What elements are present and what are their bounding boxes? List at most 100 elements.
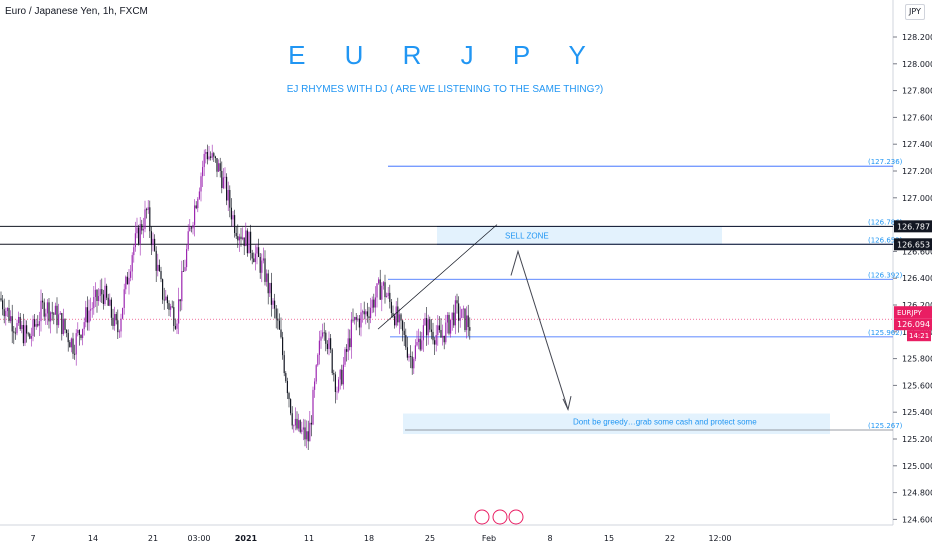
candle-body bbox=[136, 227, 138, 234]
candle-body bbox=[101, 289, 103, 295]
candle-body bbox=[2, 300, 4, 310]
candle-body bbox=[59, 313, 61, 315]
candle-body bbox=[197, 198, 199, 209]
currency-badge[interactable]: JPY bbox=[905, 4, 925, 20]
candle-body bbox=[6, 308, 8, 312]
level-label: (127.236) bbox=[868, 158, 903, 166]
candle-body bbox=[325, 332, 327, 344]
candle-body bbox=[192, 224, 194, 229]
candle-body bbox=[242, 237, 244, 240]
candle-body bbox=[360, 312, 362, 328]
y-tick-label: 125.800 bbox=[902, 355, 932, 364]
candle-body bbox=[285, 373, 287, 382]
candle-body bbox=[427, 319, 429, 336]
candle-body bbox=[328, 338, 330, 350]
candle-body bbox=[53, 313, 55, 315]
candle-body bbox=[219, 163, 221, 171]
candle-body bbox=[243, 237, 245, 247]
candle-body bbox=[166, 296, 168, 304]
candle-body bbox=[446, 314, 448, 323]
candle-body bbox=[102, 294, 104, 305]
candle-body bbox=[11, 316, 13, 332]
candle-body bbox=[24, 325, 26, 344]
black-level-tag bbox=[894, 238, 932, 251]
sell-zone-box bbox=[437, 226, 722, 245]
candle-body bbox=[202, 167, 204, 177]
candle-body bbox=[315, 365, 317, 382]
y-tick-label: 127.400 bbox=[902, 140, 932, 149]
candle-body bbox=[259, 256, 261, 273]
candle-body bbox=[58, 314, 60, 326]
candle-body bbox=[14, 332, 16, 334]
y-tick-label: 125.200 bbox=[902, 435, 932, 444]
candle-body bbox=[67, 333, 69, 343]
candle-body bbox=[357, 318, 359, 320]
candle-body bbox=[344, 349, 346, 365]
candle-body bbox=[461, 309, 463, 318]
countdown-tag-label: 14:21 bbox=[909, 332, 929, 340]
candle-body bbox=[387, 292, 389, 296]
candle-body bbox=[347, 338, 349, 352]
candle-body bbox=[158, 264, 160, 271]
candle-body bbox=[66, 329, 68, 334]
candle-body bbox=[352, 319, 354, 321]
candle-body bbox=[51, 312, 53, 314]
candle-body bbox=[390, 301, 392, 314]
candle-body bbox=[173, 307, 175, 326]
candle-body bbox=[432, 331, 434, 341]
candle-body bbox=[70, 338, 72, 348]
y-tick-label: 126.400 bbox=[902, 274, 932, 283]
candle-body bbox=[330, 338, 332, 350]
candle-body bbox=[333, 373, 335, 375]
candle-body bbox=[88, 310, 90, 323]
candle-body bbox=[384, 282, 386, 298]
x-tick-label: 2021 bbox=[235, 534, 258, 543]
candle-body bbox=[110, 299, 112, 318]
candle-body bbox=[253, 258, 255, 263]
candle-body bbox=[74, 353, 76, 355]
x-tick-label: 03:00 bbox=[187, 534, 210, 543]
candle-body bbox=[107, 297, 109, 306]
candle-body bbox=[346, 349, 348, 352]
candle-body bbox=[171, 306, 173, 308]
candle-body bbox=[453, 312, 455, 326]
black-level-tag bbox=[894, 220, 932, 233]
symbol-label[interactable]: Euro / Japanese Yen, 1h, FXCM bbox=[5, 6, 148, 17]
candle-body bbox=[341, 369, 343, 385]
candle-body bbox=[210, 156, 212, 158]
candle-body bbox=[130, 271, 132, 278]
candle-body bbox=[213, 153, 215, 157]
candle-body bbox=[366, 311, 368, 317]
candle-body bbox=[318, 340, 320, 355]
y-tick-label: 127.800 bbox=[902, 87, 932, 96]
level-label: (125.962) bbox=[868, 329, 903, 337]
candle-body bbox=[379, 279, 381, 300]
candle-body bbox=[435, 334, 437, 345]
candle-body bbox=[165, 296, 167, 301]
candle-body bbox=[155, 250, 157, 271]
candle-body bbox=[46, 302, 48, 314]
candle-body bbox=[216, 158, 218, 172]
candle-body bbox=[277, 318, 279, 321]
candle-body bbox=[195, 205, 197, 209]
candle-body bbox=[413, 358, 415, 369]
trend-line bbox=[377, 224, 498, 330]
candle-body bbox=[406, 347, 408, 358]
candle-body bbox=[338, 379, 340, 392]
candle-body bbox=[254, 253, 256, 263]
candle-body bbox=[157, 264, 159, 271]
candle-body bbox=[98, 296, 100, 301]
candle-body bbox=[80, 334, 82, 339]
candle-body bbox=[179, 299, 181, 302]
candle-body bbox=[120, 318, 122, 332]
candle-body bbox=[43, 302, 45, 317]
candle-body bbox=[77, 330, 79, 334]
candle-body bbox=[334, 374, 336, 392]
candle-body bbox=[54, 305, 56, 315]
level-label: (126.786) bbox=[868, 218, 903, 226]
candle-body bbox=[408, 356, 410, 358]
y-tick-label: 125.000 bbox=[902, 462, 932, 471]
candle-body bbox=[194, 205, 196, 225]
